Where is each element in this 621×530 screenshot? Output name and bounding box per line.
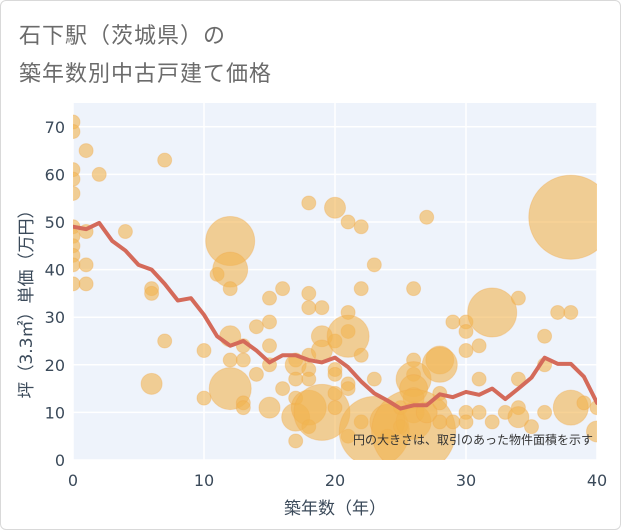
- bubble-point: [262, 290, 277, 306]
- y-tick-label: 40: [45, 261, 65, 280]
- bubble-point: [366, 371, 382, 387]
- bubble-point: [144, 285, 160, 301]
- bubble-point: [445, 314, 461, 330]
- bubble-point: [196, 390, 212, 406]
- bubble-point: [327, 385, 343, 401]
- bubble-point: [248, 366, 264, 382]
- axis-ticks: 0 10 20 30 40 0 10 20 30 40 50 60 70: [45, 118, 608, 490]
- bubble-point: [301, 285, 317, 301]
- bubble-point: [576, 395, 592, 411]
- bubble-point: [563, 304, 579, 320]
- x-tick-label: 30: [456, 471, 476, 490]
- bubble-point: [248, 319, 264, 335]
- bubble-point: [157, 333, 173, 349]
- y-axis-label: 坪（3.3㎡）単価（万円）: [17, 201, 37, 398]
- x-tick-label: 0: [68, 471, 78, 490]
- y-tick-label: 70: [45, 118, 65, 137]
- y-tick-label: 60: [45, 165, 65, 184]
- x-tick-label: 40: [587, 471, 607, 490]
- bubble-point: [288, 433, 304, 449]
- bubble-point: [73, 171, 81, 187]
- bubble-point: [327, 366, 343, 382]
- bubble-series: [73, 114, 597, 460]
- average-line-series: [73, 220, 597, 411]
- bubble-point: [275, 381, 291, 397]
- bubble-point: [353, 219, 369, 235]
- y-tick-label: 30: [45, 308, 65, 327]
- bubble-point: [510, 290, 526, 306]
- bubble-point: [275, 281, 291, 297]
- bubble-point: [471, 338, 487, 354]
- bubble-point: [406, 281, 422, 297]
- y-tick-label: 20: [45, 356, 65, 375]
- x-tick-label: 20: [325, 471, 345, 490]
- bubble-point: [528, 174, 597, 260]
- bubble-point: [140, 372, 163, 395]
- bubble-point: [288, 371, 304, 387]
- x-tick-label: 10: [194, 471, 214, 490]
- bubble-point: [91, 166, 107, 182]
- bubble-point: [157, 152, 173, 168]
- bubble-point: [78, 143, 94, 159]
- bubble-point: [258, 396, 281, 419]
- bubble-point: [73, 185, 81, 201]
- bubble-point: [458, 414, 474, 430]
- bubble-point: [78, 276, 94, 292]
- bubble-point: [445, 414, 461, 430]
- bubble-point: [507, 406, 530, 429]
- y-tick-label: 0: [55, 451, 65, 470]
- bubble-point: [524, 419, 539, 435]
- bubble-point: [262, 314, 277, 330]
- bubble-point: [471, 404, 487, 420]
- bubble-point: [458, 343, 474, 359]
- bubble-point: [550, 304, 566, 320]
- bubble-point: [586, 420, 597, 443]
- bubble-point: [78, 257, 94, 273]
- bubble-point: [222, 352, 238, 368]
- y-tick-label: 50: [45, 213, 65, 232]
- bubble-point: [301, 300, 317, 316]
- bubble-point: [73, 124, 81, 140]
- bubble-point: [353, 347, 369, 363]
- bubble-point: [537, 404, 553, 420]
- bubble-point: [235, 352, 251, 368]
- x-axis-label: 築年数（年）: [284, 499, 386, 519]
- bubble-point: [301, 371, 317, 387]
- bubble-point: [589, 400, 597, 416]
- bubble-point: [353, 281, 369, 297]
- bubble-point: [467, 287, 518, 338]
- bubble-point: [324, 196, 346, 219]
- chart-title-line-1: 石下駅（茨城県）の: [19, 24, 227, 49]
- bubble-point: [301, 195, 317, 211]
- bubble-point: [262, 338, 277, 354]
- bubble-point: [196, 343, 212, 359]
- bubble-point: [432, 414, 448, 430]
- y-tick-label: 10: [45, 403, 65, 422]
- bubble-point: [235, 400, 251, 416]
- average-price-line: [73, 220, 597, 411]
- bubble-point: [419, 209, 435, 225]
- bubble-point: [458, 323, 474, 339]
- bubble-point: [421, 346, 458, 383]
- bubble-point: [117, 224, 133, 240]
- bubble-point: [327, 400, 343, 416]
- bubble-point: [537, 328, 553, 344]
- chart-title-line-2: 築年数別中古戸建て価格: [19, 62, 273, 87]
- bubble-point: [222, 281, 238, 297]
- bubble-point: [340, 214, 356, 230]
- bubble-point: [314, 300, 330, 316]
- bubble-point: [73, 257, 81, 273]
- bubble-point: [484, 414, 500, 430]
- bubble-point: [340, 381, 356, 397]
- bubble-point: [471, 371, 487, 387]
- bubble-point: [326, 314, 370, 358]
- bubble-point: [366, 257, 382, 273]
- bubble-point: [73, 276, 81, 292]
- bubble-size-note: 円の大きさは、取引のあった物件面積を示す: [353, 432, 593, 447]
